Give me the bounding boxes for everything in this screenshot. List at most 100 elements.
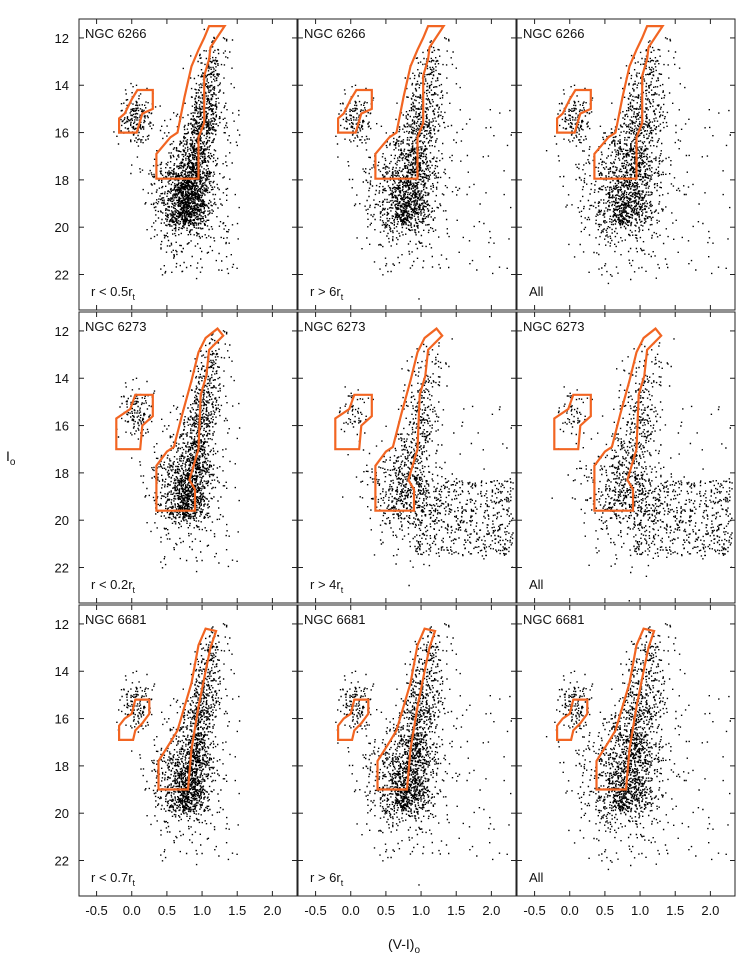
cmd-panel-2-2: NGC 6273 r > 4rt: [297, 311, 517, 604]
y-tick-label: 16: [55, 126, 69, 141]
radius-label: r > 6rt: [310, 284, 344, 302]
x-tick-label: 0.0: [561, 903, 579, 918]
cmd-panel-1-3: NGC 6266 All: [516, 18, 736, 311]
star-points: [116, 623, 241, 866]
y-tick-label: 18: [55, 466, 69, 481]
cluster-label: NGC 6273: [85, 319, 146, 334]
x-tick-label: 0.5: [158, 903, 176, 918]
panel-frame: [297, 604, 517, 897]
hb-selection-box: [337, 88, 373, 134]
cmd-panel-2-1: NGC 6273 r < 0.2rt 12 14 16 18 20 22: [55, 311, 298, 604]
panel-frame: [297, 18, 517, 311]
x-tick-label: 0.0: [123, 903, 141, 918]
hb-selection-box: [553, 393, 592, 451]
x-tick-label: 2.0: [701, 903, 719, 918]
x-tick-label: -0.5: [85, 903, 107, 918]
hb-selection-box: [337, 698, 370, 742]
hb-selection-box: [334, 393, 373, 451]
panel-frame: [297, 311, 517, 604]
star-points: [551, 338, 733, 602]
x-tick-label: 1.5: [228, 903, 246, 918]
cluster-label: NGC 6681: [304, 612, 365, 627]
panel-frame: [78, 18, 298, 311]
x-tick-label: 1.0: [193, 903, 211, 918]
cluster-label: NGC 6681: [523, 612, 584, 627]
y-tick-label: 12: [55, 31, 69, 46]
x-tick-label: 0.5: [377, 903, 395, 918]
cluster-label: NGC 6266: [523, 26, 584, 41]
star-points: [113, 28, 241, 280]
rgb-selection-box: [157, 627, 218, 791]
cluster-label: NGC 6273: [304, 319, 365, 334]
x-tick-label: 1.5: [447, 903, 465, 918]
cluster-label: NGC 6681: [85, 612, 146, 627]
radius-label: r < 0.5rt: [91, 284, 136, 302]
radius-label: r < 0.2rt: [91, 577, 136, 595]
y-tick-label: 20: [55, 806, 69, 821]
panel-frame: [78, 311, 298, 604]
panel-frame: [516, 18, 736, 311]
y-tick-label: 22: [55, 268, 69, 283]
cluster-label: NGC 6273: [523, 319, 584, 334]
rgb-selection-box: [374, 327, 444, 512]
radius-label: All: [529, 284, 544, 299]
cluster-label: NGC 6266: [304, 26, 365, 41]
cmd-panel-3-3: NGC 6681 All -0.5 0.0 0.5 1.0 1.5 2.0: [516, 604, 736, 918]
y-tick-label: 14: [55, 371, 69, 386]
rgb-selection-box: [593, 25, 665, 180]
x-axis-label: (V-I)o: [388, 936, 421, 956]
y-axis-label: Io: [6, 448, 16, 468]
panel-frame: [78, 604, 298, 897]
cmd-panel-3-2: NGC 6681 r > 6rt -0.5 0.0 0.5 1.0 1.5 2.0: [297, 604, 517, 918]
cmd-panel-3-1: NGC 6681 r < 0.7rt 12 14 16 18 20 22 -0.5 0.0 0.5 1…: [55, 604, 298, 918]
hb-selection-box: [115, 393, 154, 451]
y-tick-label: 20: [55, 220, 69, 235]
x-tick-label: 0.0: [342, 903, 360, 918]
y-tick-label: 12: [55, 324, 69, 339]
cmd-panel-1-1: NGC 6266 r < 0.5rt 12 14 16 18 20 22: [55, 18, 298, 311]
y-tick-label: 16: [55, 712, 69, 727]
hb-selection-box: [117, 88, 154, 134]
radius-label: r > 4rt: [310, 577, 344, 595]
radius-label: All: [529, 870, 544, 885]
x-tick-label: 2.0: [482, 903, 500, 918]
hb-selection-box: [555, 698, 589, 742]
y-tick-label: 16: [55, 419, 69, 434]
x-tick-label: 1.5: [666, 903, 684, 918]
cmd-panel-1-2: NGC 6266 r > 6rt: [297, 18, 517, 311]
star-points: [545, 623, 731, 871]
rgb-selection-box: [155, 327, 225, 512]
panel-frame: [516, 311, 736, 604]
hb-selection-box: [555, 88, 592, 134]
y-tick-label: 14: [55, 664, 69, 679]
y-tick-label: 20: [55, 513, 69, 528]
rgb-selection-box: [374, 25, 446, 180]
star-points: [335, 623, 512, 886]
y-tick-label: 22: [55, 854, 69, 869]
rgb-selection-box: [376, 627, 437, 791]
y-tick-label: 22: [55, 561, 69, 576]
rgb-selection-box: [595, 627, 656, 791]
x-tick-label: -0.5: [523, 903, 545, 918]
y-tick-label: 12: [55, 617, 69, 632]
y-tick-label: 14: [55, 78, 69, 93]
star-points: [116, 330, 241, 573]
x-tick-label: 1.0: [412, 903, 430, 918]
panel-frame: [516, 604, 736, 897]
x-tick-label: 0.5: [596, 903, 614, 918]
rgb-selection-box: [155, 25, 227, 180]
cmd-panel-2-3: NGC 6273 All: [516, 311, 736, 604]
x-tick-label: 1.0: [631, 903, 649, 918]
hb-selection-box: [117, 698, 151, 742]
x-tick-label: 2.0: [263, 903, 281, 918]
radius-label: r < 0.7rt: [91, 870, 136, 888]
x-tick-label: -0.5: [304, 903, 326, 918]
star-points: [545, 37, 731, 285]
radius-label: r > 6rt: [310, 870, 344, 888]
cluster-label: NGC 6266: [85, 26, 146, 41]
y-tick-label: 18: [55, 759, 69, 774]
rgb-selection-box: [593, 327, 663, 512]
radius-label: All: [529, 577, 544, 592]
y-tick-label: 18: [55, 173, 69, 188]
